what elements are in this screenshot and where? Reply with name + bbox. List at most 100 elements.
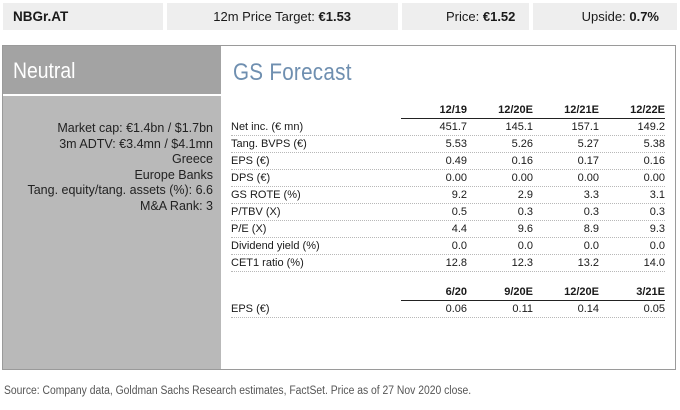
table-cell: 0.3 [583, 206, 599, 218]
table-cell: 451.7 [439, 121, 467, 133]
ticker-cell: NBGr.AT [3, 3, 163, 30]
table-cell: 0.0 [451, 240, 467, 252]
table-cell: 0.05 [643, 303, 665, 315]
table-cell: 0.3 [649, 206, 665, 218]
price-label: Price: [446, 9, 480, 24]
table-cell: 13.2 [577, 257, 599, 269]
table-cell: 0.00 [577, 172, 599, 184]
upside-cell: Upside: 0.7% [533, 3, 677, 30]
ticker-symbol: NBGr.AT [13, 9, 69, 24]
table-cell: 3.1 [649, 189, 665, 201]
column-header: 3/21E [636, 286, 665, 298]
table-row: P/E (X) 4.4 9.6 8.9 9.3 [231, 221, 665, 238]
table-header-row: 12/19 12/20E 12/21E 12/22E [231, 101, 665, 119]
table-cell: 9.2 [451, 189, 467, 201]
table-cell: 0.3 [517, 206, 533, 218]
table-row: Net inc. (€ mn) 451.7 145.1 157.1 149.2 [231, 119, 665, 136]
column-header: 12/19 [439, 104, 467, 116]
table-cell: 5.26 [511, 138, 533, 150]
table-cell: 14.0 [643, 257, 665, 269]
table-cell: 5.27 [577, 138, 599, 150]
source-note: Source: Company data, Goldman Sachs Rese… [4, 385, 472, 397]
company-info-sidebar: Neutral Market cap: €1.4bn / $1.7bn 3m A… [3, 46, 221, 369]
info-tang-equity: Tang. equity/tang. assets (%): 6.6 [27, 183, 213, 197]
info-country: Greece [172, 152, 213, 166]
table-cell: 149.2 [637, 121, 665, 133]
table-row: Tang. BVPS (€) 5.53 5.26 5.27 5.38 [231, 136, 665, 153]
table-cell: 0.11 [512, 303, 533, 315]
table-row: EPS (€) 0.49 0.16 0.17 0.16 [231, 153, 665, 170]
table-cell: 0.16 [511, 155, 533, 167]
row-label: EPS (€) [231, 155, 270, 167]
table-cell: 0.0 [649, 240, 665, 252]
ticker-bar: NBGr.AT 12m Price Target: €1.53 Price: €… [3, 3, 677, 30]
table-row: EPS (€) 0.06 0.11 0.14 0.05 [231, 301, 665, 318]
column-header: 9/20E [504, 286, 533, 298]
table-cell: 0.06 [445, 303, 467, 315]
row-label: Tang. BVPS (€) [231, 138, 307, 150]
table-cell: 9.6 [517, 223, 533, 235]
header-divider [401, 300, 665, 301]
info-adtv: 3m ADTV: €3.4mn / $4.1mn [59, 136, 213, 151]
price-value: €1.52 [482, 9, 516, 24]
table-cell: 0.49 [445, 155, 467, 167]
table-cell: 2.9 [517, 189, 533, 201]
table-cell: 0.17 [577, 155, 599, 167]
row-label: P/E (X) [231, 223, 267, 235]
quarterly-forecast-table: 6/20 9/20E 12/20E 3/21E EPS (€) 0.06 0.11 0… [231, 283, 665, 318]
row-label: GS ROTE (%) [231, 189, 301, 201]
rating-label: Neutral [13, 58, 76, 83]
table-cell: 157.1 [571, 121, 599, 133]
column-header: 12/20E [564, 286, 599, 298]
table-row: P/TBV (X) 0.5 0.3 0.3 0.3 [231, 204, 665, 221]
table-cell: 0.16 [643, 155, 665, 167]
row-label: Dividend yield (%) [231, 240, 320, 252]
forecast-title: GS Forecast [233, 59, 352, 86]
table-cell: 0.00 [511, 172, 533, 184]
price-cell: Price: €1.52 [401, 3, 530, 30]
rating-band: Neutral [3, 46, 221, 96]
table-cell: 0.5 [451, 206, 467, 218]
table-row: Dividend yield (%) 0.0 0.0 0.0 0.0 [231, 238, 665, 255]
company-info: Market cap: €1.4bn / $1.7bn 3m ADTV: €3.… [27, 121, 213, 214]
table-cell: 4.4 [451, 223, 467, 235]
table-cell: 12.8 [445, 257, 467, 269]
table-cell: 0.14 [577, 303, 599, 315]
row-label: EPS (€) [231, 303, 270, 315]
column-header: 12/21E [564, 104, 599, 116]
column-header: 12/20E [498, 104, 533, 116]
row-label: CET1 ratio (%) [231, 257, 304, 269]
info-ma-rank: M&A Rank: 3 [140, 198, 213, 213]
table-cell: 145.1 [505, 121, 533, 133]
column-header: 12/22E [630, 104, 665, 116]
table-cell: 0.00 [445, 172, 467, 184]
info-market-cap: Market cap: €1.4bn / $1.7bn [57, 121, 213, 135]
row-label: DPS (€) [231, 172, 271, 184]
row-label: P/TBV (X) [231, 206, 281, 218]
table-row: GS ROTE (%) 9.2 2.9 3.3 3.1 [231, 187, 665, 204]
table-row: DPS (€) 0.00 0.00 0.00 0.00 [231, 170, 665, 187]
annual-forecast-table: 12/19 12/20E 12/21E 12/22E Net inc. (€ m… [231, 101, 665, 272]
table-cell: 8.9 [583, 223, 599, 235]
table-cell: 0.0 [583, 240, 599, 252]
row-label: Net inc. (€ mn) [231, 121, 304, 133]
summary-panel: Neutral Market cap: €1.4bn / $1.7bn 3m A… [2, 45, 676, 370]
price-target-label: 12m Price Target: [213, 9, 315, 24]
table-cell: 12.3 [511, 257, 533, 269]
table-header-row: 6/20 9/20E 12/20E 3/21E [231, 283, 665, 301]
forecast-section: GS Forecast 12/19 12/20E 12/21E 12/22E N… [221, 46, 675, 369]
price-target-cell: 12m Price Target: €1.53 [166, 3, 398, 30]
column-header: 6/20 [445, 286, 467, 298]
price-target-value: €1.53 [318, 9, 352, 24]
table-row: CET1 ratio (%) 12.8 12.3 13.2 14.0 [231, 255, 665, 272]
upside-value: 0.7% [629, 9, 659, 24]
table-cell: 5.38 [643, 138, 665, 150]
table-cell: 5.53 [445, 138, 467, 150]
header-divider [401, 118, 665, 119]
table-cell: 9.3 [649, 223, 665, 235]
upside-label: Upside: [581, 9, 626, 24]
info-sector: Europe Banks [134, 167, 213, 182]
table-cell: 0.00 [643, 172, 665, 184]
table-cell: 0.0 [517, 240, 533, 252]
table-cell: 3.3 [583, 189, 599, 201]
